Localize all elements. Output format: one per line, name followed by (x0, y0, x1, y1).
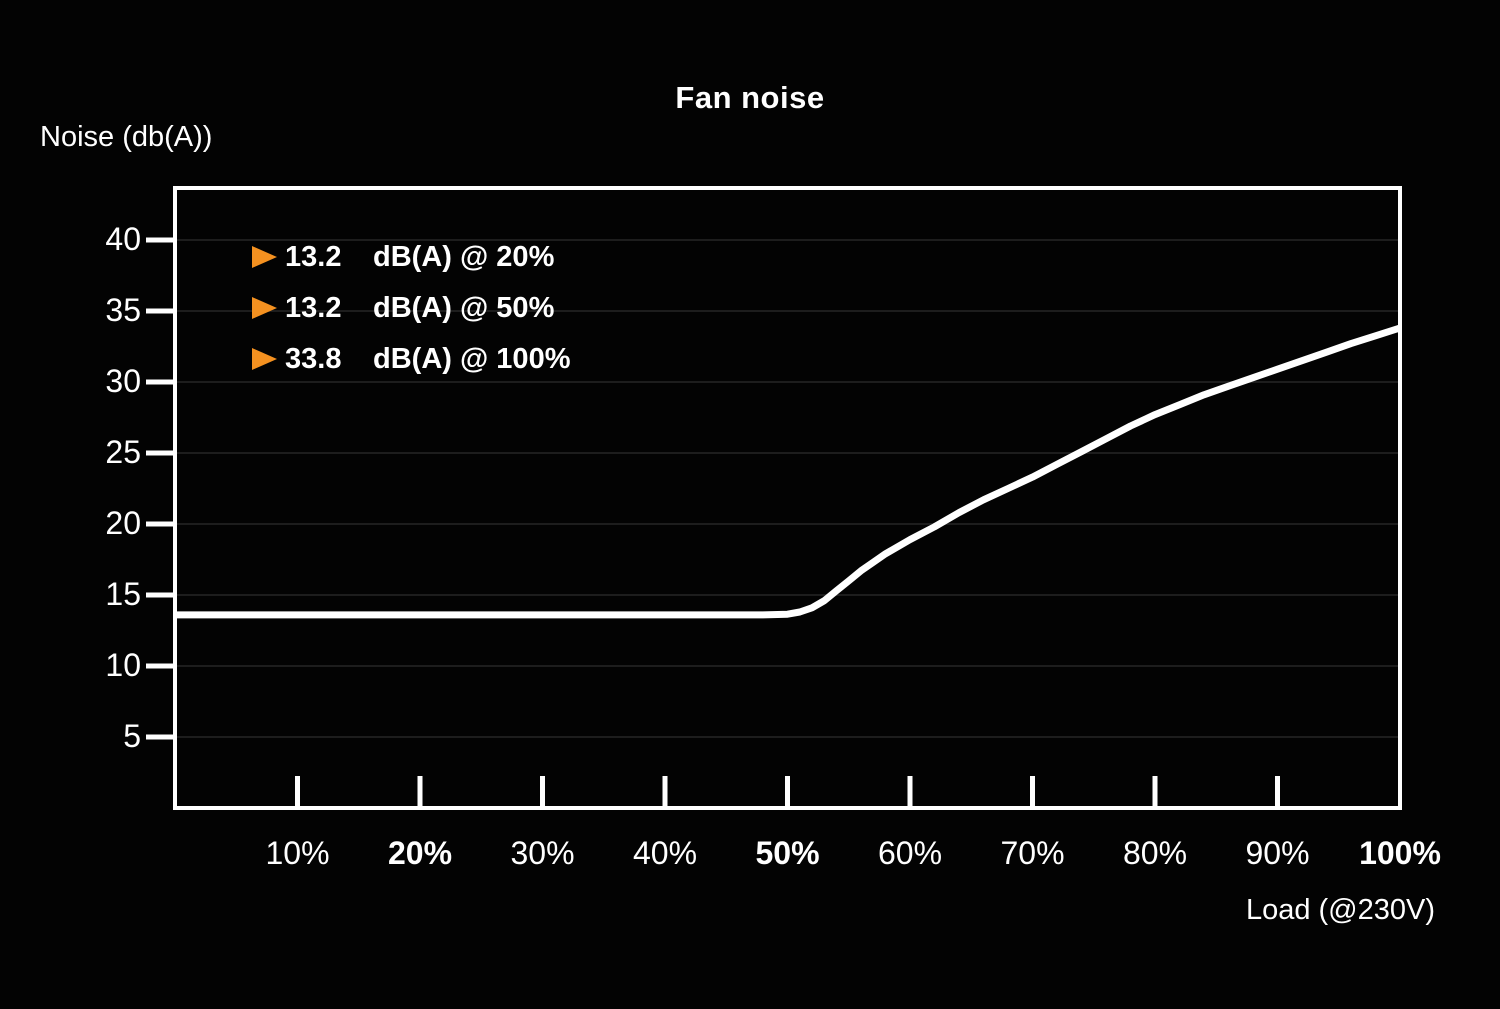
legend-item-50pct: 13.2 dB(A) @ 50% (252, 292, 570, 324)
x-axis-ticks (295, 776, 1280, 806)
y-axis-ticks (146, 237, 175, 740)
legend: 13.2 dB(A) @ 20% 13.2 dB(A) @ 50% 33.8 d… (252, 241, 570, 375)
plot-frame (173, 186, 1402, 810)
arrow-right-icon (252, 246, 277, 268)
y-tick-label: 10 (105, 646, 141, 683)
y-tick-label: 5 (123, 717, 141, 754)
arrow-right-icon (252, 348, 277, 370)
x-tick-label: 20% (387, 835, 453, 871)
y-tick-label: 20 (105, 504, 141, 541)
legend-value: 13.2 (285, 291, 342, 324)
x-tick-label: 30% (510, 835, 575, 871)
x-tick-label: 60% (877, 835, 943, 871)
legend-label: dB(A) @ 100% (373, 342, 571, 375)
y-tick-label: 40 (105, 220, 141, 257)
y-tick-label: 25 (105, 433, 141, 470)
legend-label: dB(A) @ 20% (373, 240, 555, 273)
gridlines (177, 238, 1398, 738)
x-tick-label: 90% (1245, 835, 1310, 871)
chart-title: Fan noise (675, 80, 825, 115)
arrow-right-icon (252, 297, 277, 319)
x-tick-label: 10% (265, 835, 330, 871)
y-tick-label: 35 (105, 291, 141, 328)
x-axis-label: Load (@230V) (1245, 894, 1435, 926)
y-tick-label: 30 (105, 362, 141, 399)
x-tick-label: 100% (1359, 835, 1441, 871)
x-tick-label: 50% (755, 835, 820, 871)
y-tick-label: 15 (105, 575, 141, 612)
x-tick-label: 40% (632, 835, 698, 871)
y-axis-label: Noise (db(A)) (40, 121, 213, 153)
noise-curve (175, 324, 1402, 619)
x-tick-label: 80% (1122, 835, 1188, 871)
x-tick-label: 70% (1000, 835, 1065, 871)
legend-item-20pct: 13.2 dB(A) @ 20% (252, 241, 570, 273)
legend-item-100pct: 33.8 dB(A) @ 100% (252, 343, 570, 375)
legend-label: dB(A) @ 50% (373, 291, 555, 324)
legend-value: 13.2 (285, 240, 342, 273)
legend-value: 33.8 (285, 342, 342, 375)
